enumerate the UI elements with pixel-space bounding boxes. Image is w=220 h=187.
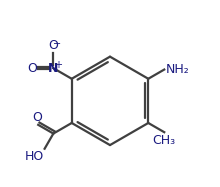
Text: −: − — [53, 39, 61, 49]
Text: O: O — [27, 62, 37, 75]
Text: O: O — [48, 39, 58, 52]
Text: NH₂: NH₂ — [166, 63, 189, 76]
Text: CH₃: CH₃ — [153, 134, 176, 147]
Text: HO: HO — [24, 150, 44, 163]
Text: N: N — [48, 62, 59, 75]
Text: +: + — [54, 60, 62, 70]
Text: O: O — [32, 111, 42, 124]
